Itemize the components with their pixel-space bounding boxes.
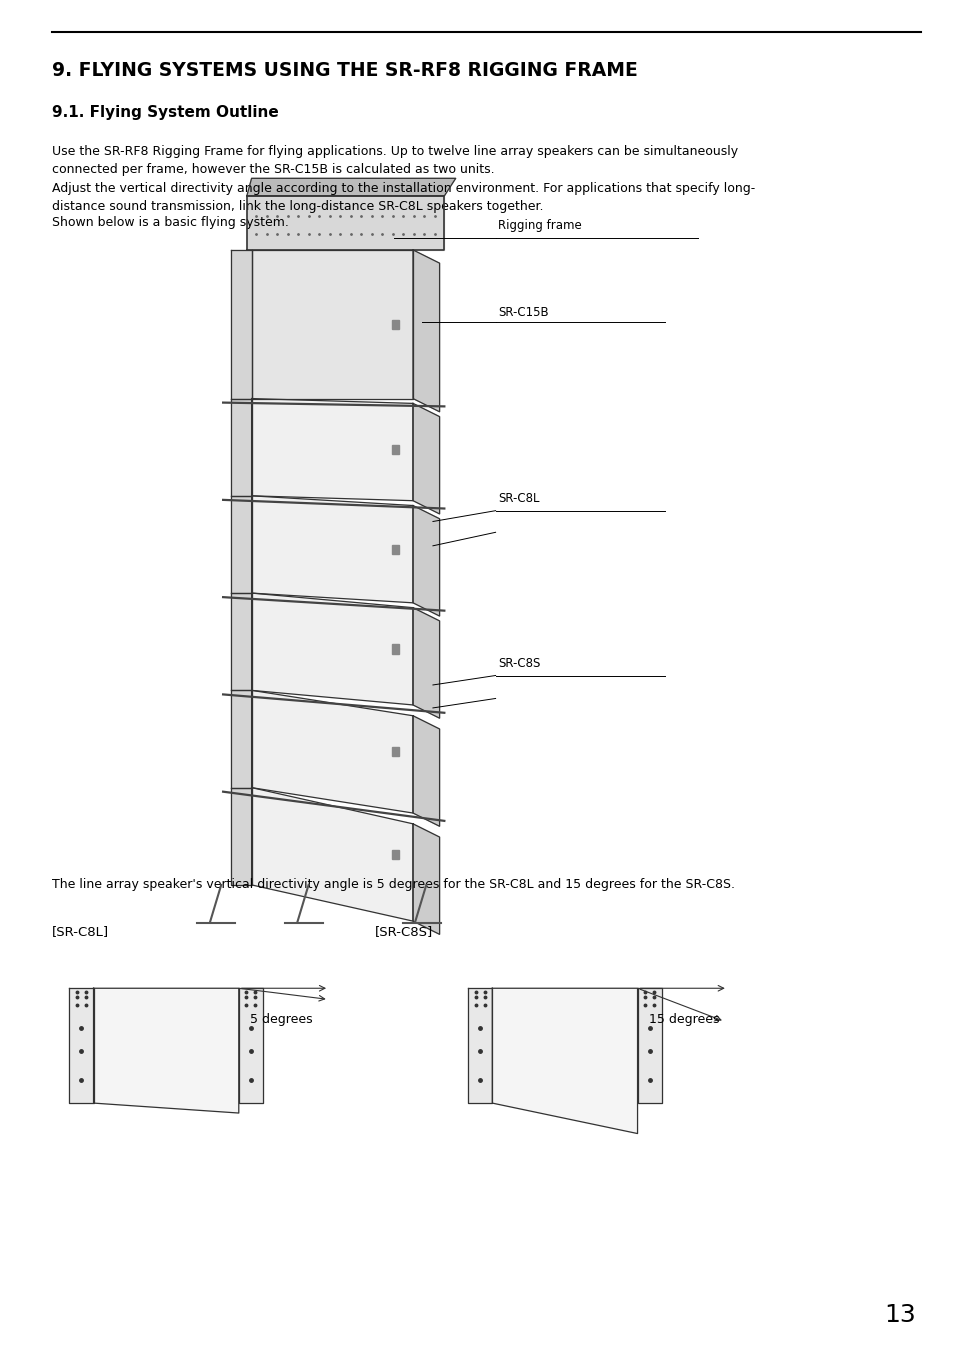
Text: SR-C8L: SR-C8L	[497, 492, 539, 505]
Text: 9. FLYING SYSTEMS USING THE SR-RF8 RIGGING FRAME: 9. FLYING SYSTEMS USING THE SR-RF8 RIGGI…	[52, 61, 638, 80]
Polygon shape	[231, 690, 252, 788]
Polygon shape	[413, 250, 439, 412]
Polygon shape	[231, 788, 252, 885]
Text: 15 degrees: 15 degrees	[648, 1013, 719, 1025]
Polygon shape	[231, 593, 252, 690]
Text: 5 degrees: 5 degrees	[250, 1013, 313, 1025]
Bar	[392, 319, 398, 330]
Polygon shape	[238, 989, 263, 1102]
Polygon shape	[413, 404, 439, 513]
Text: Use the SR-RF8 Rigging Frame for flying applications. Up to twelve line array sp: Use the SR-RF8 Rigging Frame for flying …	[52, 145, 738, 176]
Text: 13: 13	[883, 1302, 915, 1327]
Polygon shape	[231, 250, 252, 399]
Polygon shape	[252, 788, 413, 921]
Polygon shape	[252, 593, 413, 705]
Polygon shape	[413, 824, 439, 935]
Polygon shape	[231, 496, 252, 593]
Bar	[392, 544, 398, 554]
Text: Adjust the vertical directivity angle according to the installation environment.: Adjust the vertical directivity angle ac…	[52, 182, 755, 213]
Polygon shape	[247, 178, 456, 196]
Bar	[392, 850, 398, 859]
Text: SR-C15B: SR-C15B	[497, 305, 549, 319]
Text: 9.1. Flying System Outline: 9.1. Flying System Outline	[52, 105, 278, 120]
Text: [SR-C8S]: [SR-C8S]	[375, 925, 433, 939]
Polygon shape	[413, 505, 439, 616]
Text: The line array speaker's vertical directivity angle is 5 degrees for the SR-C8L : The line array speaker's vertical direct…	[52, 878, 735, 892]
Polygon shape	[231, 399, 252, 496]
Polygon shape	[252, 250, 413, 399]
Polygon shape	[637, 989, 661, 1102]
Polygon shape	[252, 496, 413, 603]
Polygon shape	[252, 399, 413, 501]
Text: Rigging frame: Rigging frame	[497, 219, 581, 232]
Polygon shape	[252, 690, 413, 813]
Text: Shown below is a basic flying system.: Shown below is a basic flying system.	[52, 216, 289, 230]
Polygon shape	[492, 989, 637, 1133]
Text: SR-C8S: SR-C8S	[497, 657, 540, 670]
Bar	[392, 747, 398, 757]
Polygon shape	[93, 989, 238, 1113]
Polygon shape	[413, 608, 439, 719]
Polygon shape	[247, 196, 444, 250]
Polygon shape	[413, 716, 439, 827]
Polygon shape	[467, 989, 492, 1102]
Polygon shape	[69, 989, 93, 1102]
Bar	[392, 644, 398, 654]
Text: [SR-C8L]: [SR-C8L]	[52, 925, 110, 939]
Bar	[392, 444, 398, 454]
